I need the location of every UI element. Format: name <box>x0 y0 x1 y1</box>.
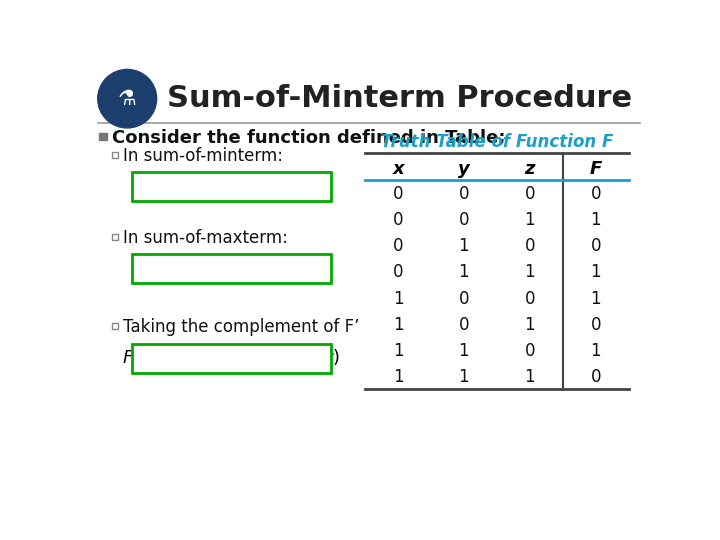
Text: Sum-of-Minterm Procedure: Sum-of-Minterm Procedure <box>168 84 633 113</box>
Text: 0: 0 <box>393 185 403 203</box>
Text: y: y <box>458 160 470 178</box>
FancyBboxPatch shape <box>112 323 118 329</box>
Text: 0: 0 <box>459 289 469 308</box>
FancyBboxPatch shape <box>132 172 331 201</box>
FancyBboxPatch shape <box>132 343 331 373</box>
Text: 1: 1 <box>392 368 403 386</box>
Text: 1: 1 <box>392 342 403 360</box>
Text: 0: 0 <box>459 185 469 203</box>
Text: 1: 1 <box>459 264 469 281</box>
Text: 0: 0 <box>525 342 535 360</box>
Text: 1: 1 <box>590 342 601 360</box>
Text: Consider the function defined in Table;: Consider the function defined in Table; <box>112 129 505 147</box>
FancyBboxPatch shape <box>99 132 107 140</box>
Text: 0: 0 <box>459 211 469 229</box>
Text: 0: 0 <box>525 289 535 308</box>
Text: In sum-of-maxterm:: In sum-of-maxterm: <box>122 229 287 247</box>
Text: 0: 0 <box>459 316 469 334</box>
Circle shape <box>98 70 157 128</box>
Text: ⚗: ⚗ <box>118 89 137 109</box>
Text: 0: 0 <box>590 237 601 255</box>
Circle shape <box>104 76 150 122</box>
Circle shape <box>102 73 153 124</box>
FancyBboxPatch shape <box>112 152 118 158</box>
Text: 0: 0 <box>393 211 403 229</box>
Text: 0: 0 <box>525 237 535 255</box>
Text: 0: 0 <box>590 316 601 334</box>
Text: 0: 0 <box>525 185 535 203</box>
Text: z: z <box>525 160 535 178</box>
Text: $F'(x, y, z) = \Pi(0,2,5,7)$: $F'(x, y, z) = \Pi(0,2,5,7)$ <box>130 258 333 280</box>
FancyBboxPatch shape <box>112 234 118 240</box>
Text: x: x <box>392 160 404 178</box>
Circle shape <box>110 82 144 116</box>
Text: 1: 1 <box>524 316 535 334</box>
Text: Truth Table of Function F: Truth Table of Function F <box>381 133 613 151</box>
Text: Taking the complement of F’: Taking the complement of F’ <box>122 318 359 335</box>
Text: 1: 1 <box>524 264 535 281</box>
FancyBboxPatch shape <box>132 254 331 284</box>
Text: $F(x, y, z) = (x' + z')(x + z)$: $F(x, y, z) = (x' + z')(x + z)$ <box>122 347 341 370</box>
Text: F: F <box>590 160 602 178</box>
Text: 0: 0 <box>590 185 601 203</box>
Text: 0: 0 <box>393 237 403 255</box>
Text: 0: 0 <box>393 264 403 281</box>
Text: $F(x, y, z) = \sum(1,3,4,6)$: $F(x, y, z) = \sum(1,3,4,6)$ <box>131 172 332 200</box>
Text: 1: 1 <box>524 211 535 229</box>
Text: 1: 1 <box>459 237 469 255</box>
Text: 1: 1 <box>459 342 469 360</box>
Text: 1: 1 <box>590 264 601 281</box>
Text: 1: 1 <box>590 289 601 308</box>
Text: 1: 1 <box>590 211 601 229</box>
Text: 1: 1 <box>459 368 469 386</box>
Text: 1: 1 <box>392 289 403 308</box>
Text: 0: 0 <box>590 368 601 386</box>
Text: 1: 1 <box>392 316 403 334</box>
Text: 1: 1 <box>524 368 535 386</box>
Text: In sum-of-minterm:: In sum-of-minterm: <box>122 147 282 165</box>
